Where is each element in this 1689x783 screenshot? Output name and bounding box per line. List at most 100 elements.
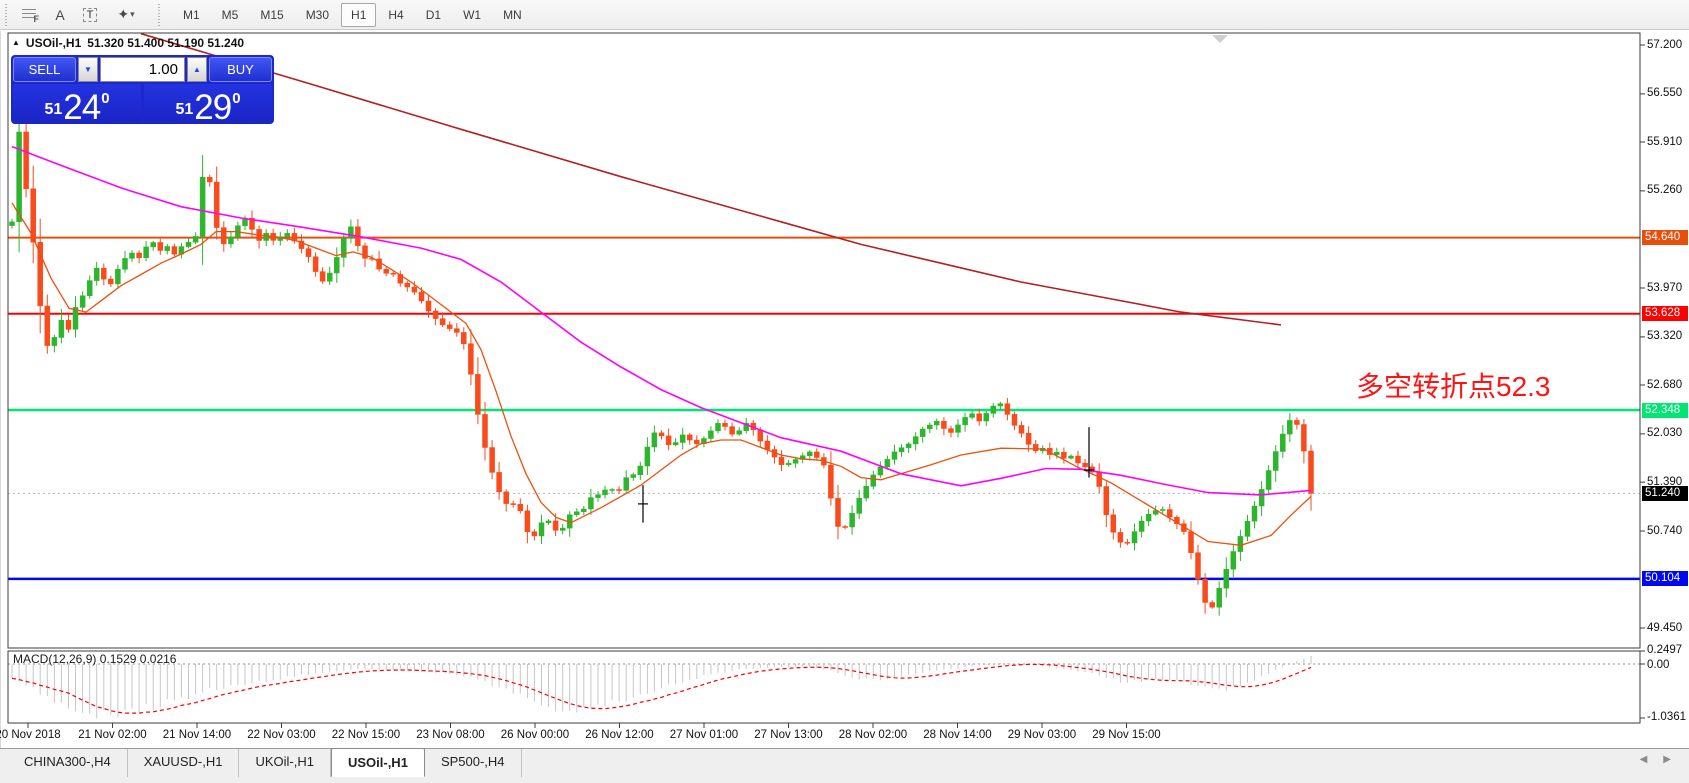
timeframe-button-m15[interactable]: M15 bbox=[260, 7, 284, 22]
symbol-tab-ukoil-h1[interactable]: UKOil-,H1 bbox=[239, 749, 331, 777]
time-axis-label: 20 Nov 2018 bbox=[0, 729, 61, 741]
time-axis-label: 26 Nov 00:00 bbox=[500, 729, 570, 741]
timeframe-button-h4[interactable]: H4 bbox=[388, 7, 404, 22]
chart-template-icon[interactable]: F bbox=[17, 3, 43, 27]
price-level-badge: 52.348 bbox=[1642, 402, 1688, 418]
timeframe-button-d1[interactable]: D1 bbox=[425, 7, 442, 22]
ohlc-values: 51.320 51.400 51.190 51.240 bbox=[87, 36, 245, 50]
tabs-scroll-left-icon[interactable]: ◀ bbox=[1639, 754, 1648, 765]
chart-text-annotation: 多空转折点52.3 bbox=[1356, 371, 1551, 402]
macd-histogram bbox=[11, 655, 1312, 719]
time-axis-label: 21 Nov 02:00 bbox=[78, 729, 147, 741]
macd-signal-line bbox=[11, 663, 1312, 714]
collapse-arrow-icon[interactable]: ▲ bbox=[12, 37, 20, 47]
tabs-scroll-right-icon[interactable]: ▶ bbox=[1663, 754, 1671, 765]
time-axis-label: 23 Nov 08:00 bbox=[416, 729, 485, 741]
price-tick-label: 50.740 bbox=[1647, 524, 1683, 537]
candles[interactable] bbox=[9, 131, 1314, 608]
ma-line-mid bbox=[11, 145, 1312, 496]
price-tick-label: 51.390 bbox=[1647, 475, 1683, 488]
macd-name: MACD(12,26,9) bbox=[13, 652, 97, 666]
timeframe-button-w1[interactable]: W1 bbox=[463, 7, 482, 22]
macd-axis-min: -1.0361 bbox=[1647, 711, 1687, 723]
axis-tick-marks bbox=[27, 44, 1645, 728]
time-axis-label: 22 Nov 15:00 bbox=[331, 729, 401, 741]
time-axis-label: 22 Nov 03:00 bbox=[247, 729, 316, 741]
time-axis-label: 28 Nov 02:00 bbox=[838, 729, 908, 741]
price-tick-label: 53.970 bbox=[1647, 281, 1683, 294]
price-tick-label: 52.030 bbox=[1647, 427, 1683, 440]
time-axis-label: 29 Nov 15:00 bbox=[1092, 729, 1161, 741]
symbol-tab-usoil-h1[interactable]: USOil-,H1 bbox=[330, 748, 425, 777]
buy-button-label: BUY bbox=[227, 62, 254, 77]
price-tick-label: 53.320 bbox=[1647, 330, 1683, 343]
toolbar-grip[interactable] bbox=[4, 3, 11, 26]
timeframe-button-m1[interactable]: M1 bbox=[183, 7, 200, 22]
volume-decrease-button[interactable]: ▼ bbox=[78, 57, 98, 82]
chart-window: ▲ USOil-,H1 51.320 51.400 51.190 51.240 … bbox=[0, 31, 1689, 748]
ma-line-fast bbox=[11, 202, 1312, 546]
arrow-objects-button[interactable]: ✦ ▾ bbox=[107, 3, 145, 27]
time-axis-label: 29 Nov 03:00 bbox=[1007, 729, 1077, 741]
macd-axis-zero: 0.00 bbox=[1647, 659, 1670, 671]
sell-price-prefix: 51 bbox=[44, 101, 63, 118]
macd-indicator-label: MACD(12,26,9) 0.1529 0.0216 bbox=[13, 652, 176, 666]
symbol-tab-china300-h4[interactable]: CHINA300-,H4 bbox=[8, 749, 128, 777]
dotted-lines-icon bbox=[22, 8, 36, 20]
macd-signal-value: 0.0216 bbox=[139, 652, 177, 666]
time-axis-label: 28 Nov 14:00 bbox=[923, 729, 992, 741]
toolbar-grip[interactable] bbox=[157, 3, 164, 26]
macd-plot-border bbox=[7, 650, 1641, 724]
time-axis-label: 26 Nov 12:00 bbox=[585, 729, 654, 741]
symbol-timeframe-label: USOil-,H1 bbox=[25, 36, 82, 50]
current-price-badge: 51.240 bbox=[1642, 485, 1688, 501]
time-axis-label: 27 Nov 13:00 bbox=[754, 729, 823, 741]
chart-shift-marker-icon[interactable] bbox=[1212, 35, 1228, 43]
price-level-badge: 53.628 bbox=[1642, 306, 1688, 322]
text-label-icon: A bbox=[55, 6, 65, 23]
text-box-tool-button[interactable]: T bbox=[77, 3, 103, 27]
arrow-objects-icon: ✦ bbox=[117, 6, 130, 22]
chart-title: ▲ USOil-,H1 51.320 51.400 51.190 51.240 bbox=[12, 36, 244, 50]
top-toolbar: F A T ✦ ▾ M1 M5 M15 M30 H1 H4 D1 W1 MN bbox=[0, 0, 1689, 30]
volume-input[interactable] bbox=[100, 57, 185, 82]
price-tick-label: 55.260 bbox=[1647, 184, 1683, 197]
sell-price-pipette: 0 bbox=[101, 90, 110, 107]
template-letter: F bbox=[33, 13, 40, 24]
symbol-tab-xauusd-h1[interactable]: XAUUSD-,H1 bbox=[128, 749, 240, 777]
main-plot-border bbox=[7, 32, 1641, 649]
sell-price-quote[interactable]: 51 24 0 bbox=[13, 84, 141, 127]
timeframe-button-group: M1 M5 M15 M30 H1 H4 D1 W1 MN bbox=[172, 2, 533, 27]
price-tick-label: 56.550 bbox=[1647, 87, 1683, 100]
symbol-tabs: CHINA300-,H4 XAUUSD-,H1 UKOil-,H1 USOil-,H1… bbox=[8, 748, 522, 777]
price-chart-canvas[interactable] bbox=[1, 31, 1689, 748]
buy-price-pipette: 0 bbox=[232, 90, 241, 107]
text-box-icon: T bbox=[82, 7, 98, 22]
timeframe-button-mn[interactable]: MN bbox=[503, 7, 522, 22]
buy-button[interactable]: BUY bbox=[209, 57, 272, 82]
sell-price-big-digits: 24 bbox=[63, 87, 101, 127]
price-level-badge: 54.640 bbox=[1642, 230, 1688, 246]
price-tick-label: 57.200 bbox=[1647, 38, 1683, 51]
price-tick-label: 55.910 bbox=[1647, 135, 1683, 148]
price-level-badge: 50.104 bbox=[1642, 571, 1688, 587]
volume-increase-button[interactable]: ▲ bbox=[187, 57, 207, 82]
dropdown-caret-icon: ▾ bbox=[130, 9, 135, 19]
spinner-down-icon: ▼ bbox=[84, 65, 92, 74]
spinner-up-icon: ▲ bbox=[193, 65, 201, 74]
symbol-tab-bar: CHINA300-,H4 XAUUSD-,H1 UKOil-,H1 USOil-,H1… bbox=[0, 748, 1689, 783]
sell-button[interactable]: SELL bbox=[13, 57, 76, 82]
sell-button-label: SELL bbox=[28, 62, 61, 77]
price-tick-label: 49.450 bbox=[1647, 621, 1683, 634]
timeframe-button-m30[interactable]: M30 bbox=[305, 7, 330, 22]
buy-price-quote[interactable]: 51 29 0 bbox=[144, 84, 272, 127]
time-axis-label: 21 Nov 14:00 bbox=[162, 729, 232, 741]
macd-axis-max: 0.2497 bbox=[1647, 644, 1683, 656]
symbol-tab-sp500-h4[interactable]: SP500-,H4 bbox=[425, 749, 522, 777]
timeframe-button-h1[interactable]: H1 bbox=[341, 2, 377, 27]
buy-price-big-digits: 29 bbox=[194, 87, 232, 127]
ma-line-slow bbox=[140, 32, 1282, 326]
timeframe-button-m5[interactable]: M5 bbox=[221, 7, 239, 22]
text-label-tool-button[interactable]: A bbox=[47, 3, 73, 27]
macd-main-value: 0.1529 bbox=[99, 652, 137, 666]
